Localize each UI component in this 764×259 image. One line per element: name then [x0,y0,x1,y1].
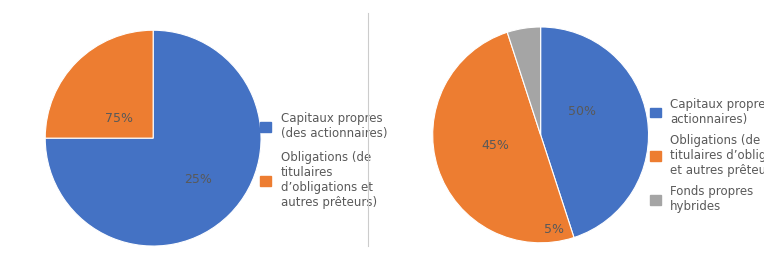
Text: 25%: 25% [185,173,212,186]
Wedge shape [45,30,261,246]
Wedge shape [541,27,649,238]
Wedge shape [45,30,153,138]
Wedge shape [507,27,541,135]
Text: 45%: 45% [481,139,510,152]
Text: 50%: 50% [568,105,596,118]
Legend: Capitaux propres
(des actionnaires), Obligations (de
titulaires
d’obligations et: Capitaux propres (des actionnaires), Obl… [261,112,387,209]
Text: 5%: 5% [543,223,564,236]
Wedge shape [432,32,574,243]
Text: 75%: 75% [105,112,133,125]
Legend: Capitaux propres (des
actionnaires), Obligations (de
titulaires d’obligations
et: Capitaux propres (des actionnaires), Obl… [650,98,764,213]
